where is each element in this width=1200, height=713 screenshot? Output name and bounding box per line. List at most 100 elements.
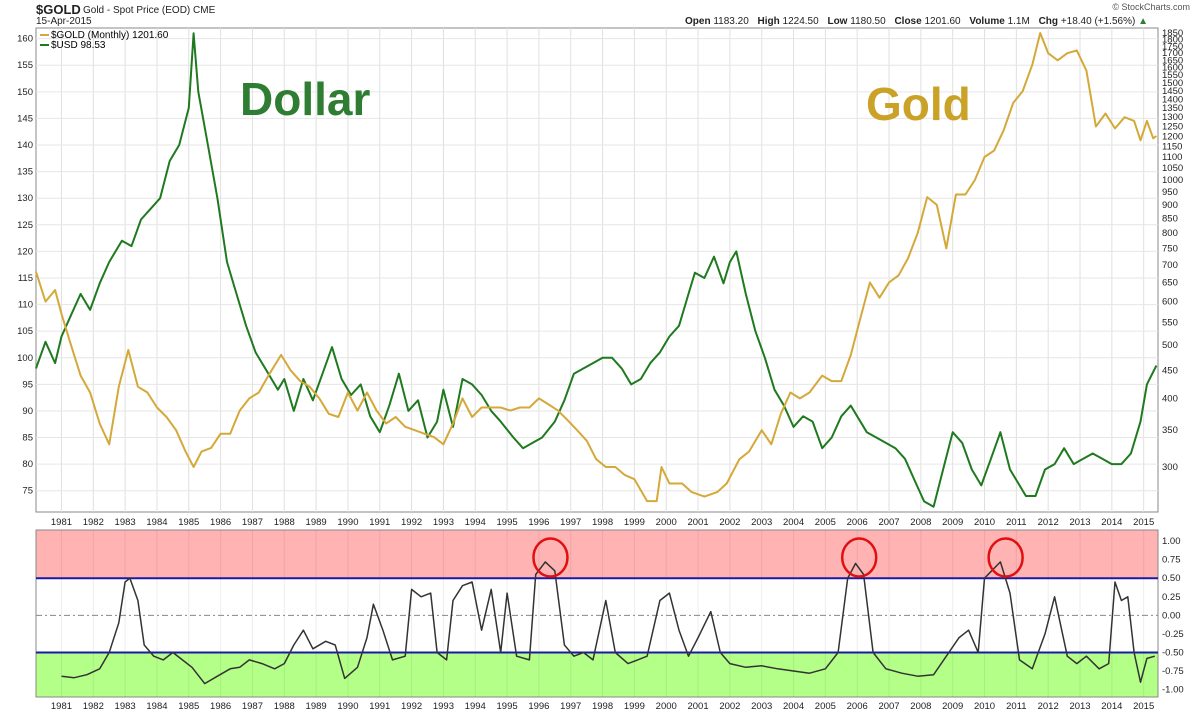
x-axis-tick: 1993 [433, 517, 454, 528]
description-text: Gold - Spot Price (EOD) [83, 5, 191, 16]
symbol-description: Gold - Spot Price (EOD) CME [83, 5, 215, 16]
volume-value: 1.1M [1007, 16, 1030, 27]
left-axis-tick: 80 [22, 459, 33, 470]
x-axis-tick: 2001 [687, 701, 708, 712]
left-axis-tick: 85 [22, 433, 33, 444]
right-axis-tick: 750 [1162, 243, 1178, 254]
x-axis-tick: 1990 [337, 517, 358, 528]
right-axis-tick: 1300 [1162, 112, 1183, 123]
right-axis-tick: 700 [1162, 260, 1178, 271]
x-axis-tick: 2013 [1069, 701, 1090, 712]
open-label: Open [685, 16, 711, 27]
x-axis-tick: 2009 [942, 517, 963, 528]
x-axis-tick: 1989 [306, 517, 327, 528]
left-axis-tick: 95 [22, 379, 33, 390]
gold-line [35, 32, 1157, 503]
exchange-text: CME [193, 5, 216, 16]
x-axis-tick: 2010 [974, 517, 995, 528]
oscillator-frame [35, 529, 1159, 698]
left-axis-tick: 105 [17, 326, 33, 337]
x-axis-tick: 2006 [847, 701, 868, 712]
x-axis-tick: 1987 [242, 701, 263, 712]
oscillator-line [61, 537, 1156, 685]
x-axis-tick: 2013 [1069, 517, 1090, 528]
right-axis-tick: 800 [1162, 228, 1178, 239]
low-label: Low [827, 16, 848, 27]
volume-label: Volume [969, 16, 1005, 27]
x-axis-tick: 2009 [942, 701, 963, 712]
x-axis-tick: 2011 [1006, 517, 1026, 528]
x-axis-tick: 1984 [146, 517, 167, 528]
right-axis-tick: 300 [1162, 462, 1178, 473]
low-value: 1180.50 [850, 16, 886, 27]
x-axis-tick: 2012 [1038, 701, 1059, 712]
right-axis-tick: 950 [1162, 187, 1178, 198]
x-axis-tick: 1998 [592, 701, 613, 712]
x-axis-tick: 2000 [656, 517, 677, 528]
overbought-zone [36, 530, 1158, 579]
x-axis-tick: 2015 [1133, 701, 1154, 712]
x-axis-tick: 2010 [974, 701, 995, 712]
left-axis-tick: 140 [17, 140, 33, 151]
up-triangle-icon: ▲ [1138, 16, 1148, 27]
left-axis-tick: 150 [17, 87, 33, 98]
left-axis-tick: 100 [17, 353, 33, 364]
right-axis-tick: 1100 [1162, 152, 1182, 163]
legend: $GOLD (Monthly) 1201.60 $USD 98.53 [40, 30, 169, 51]
x-axis-tick: 2004 [783, 517, 804, 528]
x-axis-tick: 1997 [560, 701, 581, 712]
close-value: 1201.60 [924, 16, 961, 27]
left-axis-tick: 130 [17, 193, 33, 204]
oscillator-axis-tick: 0.25 [1162, 592, 1181, 603]
x-axis-tick: 1996 [528, 701, 549, 712]
symbol-label: $GOLD [36, 2, 81, 17]
stockcharts-credit: © StockCharts.com [1112, 2, 1190, 12]
oscillator-axis-tick: -1.00 [1162, 685, 1184, 696]
right-axis-tick: 1600 [1162, 63, 1183, 74]
x-axis-tick: 2002 [719, 517, 740, 528]
highlight-circle [532, 537, 569, 578]
x-axis-tick: 1983 [115, 701, 136, 712]
x-axis-tick: 1998 [592, 517, 613, 528]
oscillator-axis-tick: -0.25 [1162, 629, 1184, 640]
x-axis-tick: 2011 [1006, 701, 1026, 712]
high-value: 1224.50 [782, 16, 819, 27]
x-axis-tick: 1994 [465, 517, 486, 528]
oscillator-axis-tick: 1.00 [1162, 536, 1181, 547]
x-axis-tick: 2008 [910, 701, 931, 712]
right-axis-tick: 450 [1162, 365, 1178, 376]
x-axis-tick: 2004 [783, 701, 804, 712]
x-axis-tick: 1992 [401, 701, 422, 712]
oscillator-panel [35, 529, 1159, 698]
price-panel [35, 27, 1159, 513]
x-axis-tick: 1991 [369, 517, 390, 528]
x-axis-tick: 2005 [815, 701, 836, 712]
left-axis-tick: 135 [17, 167, 33, 178]
x-axis-tick: 2003 [751, 517, 772, 528]
left-axis-tick: 110 [18, 300, 33, 311]
x-axis-tick: 2005 [815, 517, 836, 528]
right-axis-tick: 400 [1162, 393, 1178, 404]
highlight-circle [840, 537, 878, 578]
usd-line [35, 32, 1158, 508]
x-axis-tick: 1991 [369, 701, 390, 712]
x-axis-tick: 1993 [433, 701, 454, 712]
right-axis-tick: 1050 [1162, 163, 1183, 174]
right-axis-tick: 650 [1162, 278, 1178, 289]
ohlc-readout: Open 1183.20 High 1224.50 Low 1180.50 Cl… [679, 16, 1148, 27]
change-value: +18.40 (+1.56%) [1060, 16, 1136, 27]
right-axis-tick: 1500 [1162, 78, 1183, 89]
dollar-annotation: Dollar [240, 73, 370, 125]
x-axis-tick: 1982 [83, 701, 104, 712]
open-value: 1183.20 [713, 16, 749, 27]
oscillator-axis-tick: -0.50 [1162, 647, 1184, 658]
x-axis-tick: 1986 [210, 517, 231, 528]
x-axis-tick: 1981 [51, 701, 72, 712]
oscillator-axis-tick: 0.00 [1162, 610, 1181, 621]
gold-annotation: Gold [866, 78, 971, 130]
x-axis-tick: 2002 [719, 701, 740, 712]
right-axis-tick: 1400 [1162, 94, 1183, 105]
x-axis-tick: 2014 [1101, 517, 1122, 528]
x-axis-tick: 1983 [115, 517, 136, 528]
